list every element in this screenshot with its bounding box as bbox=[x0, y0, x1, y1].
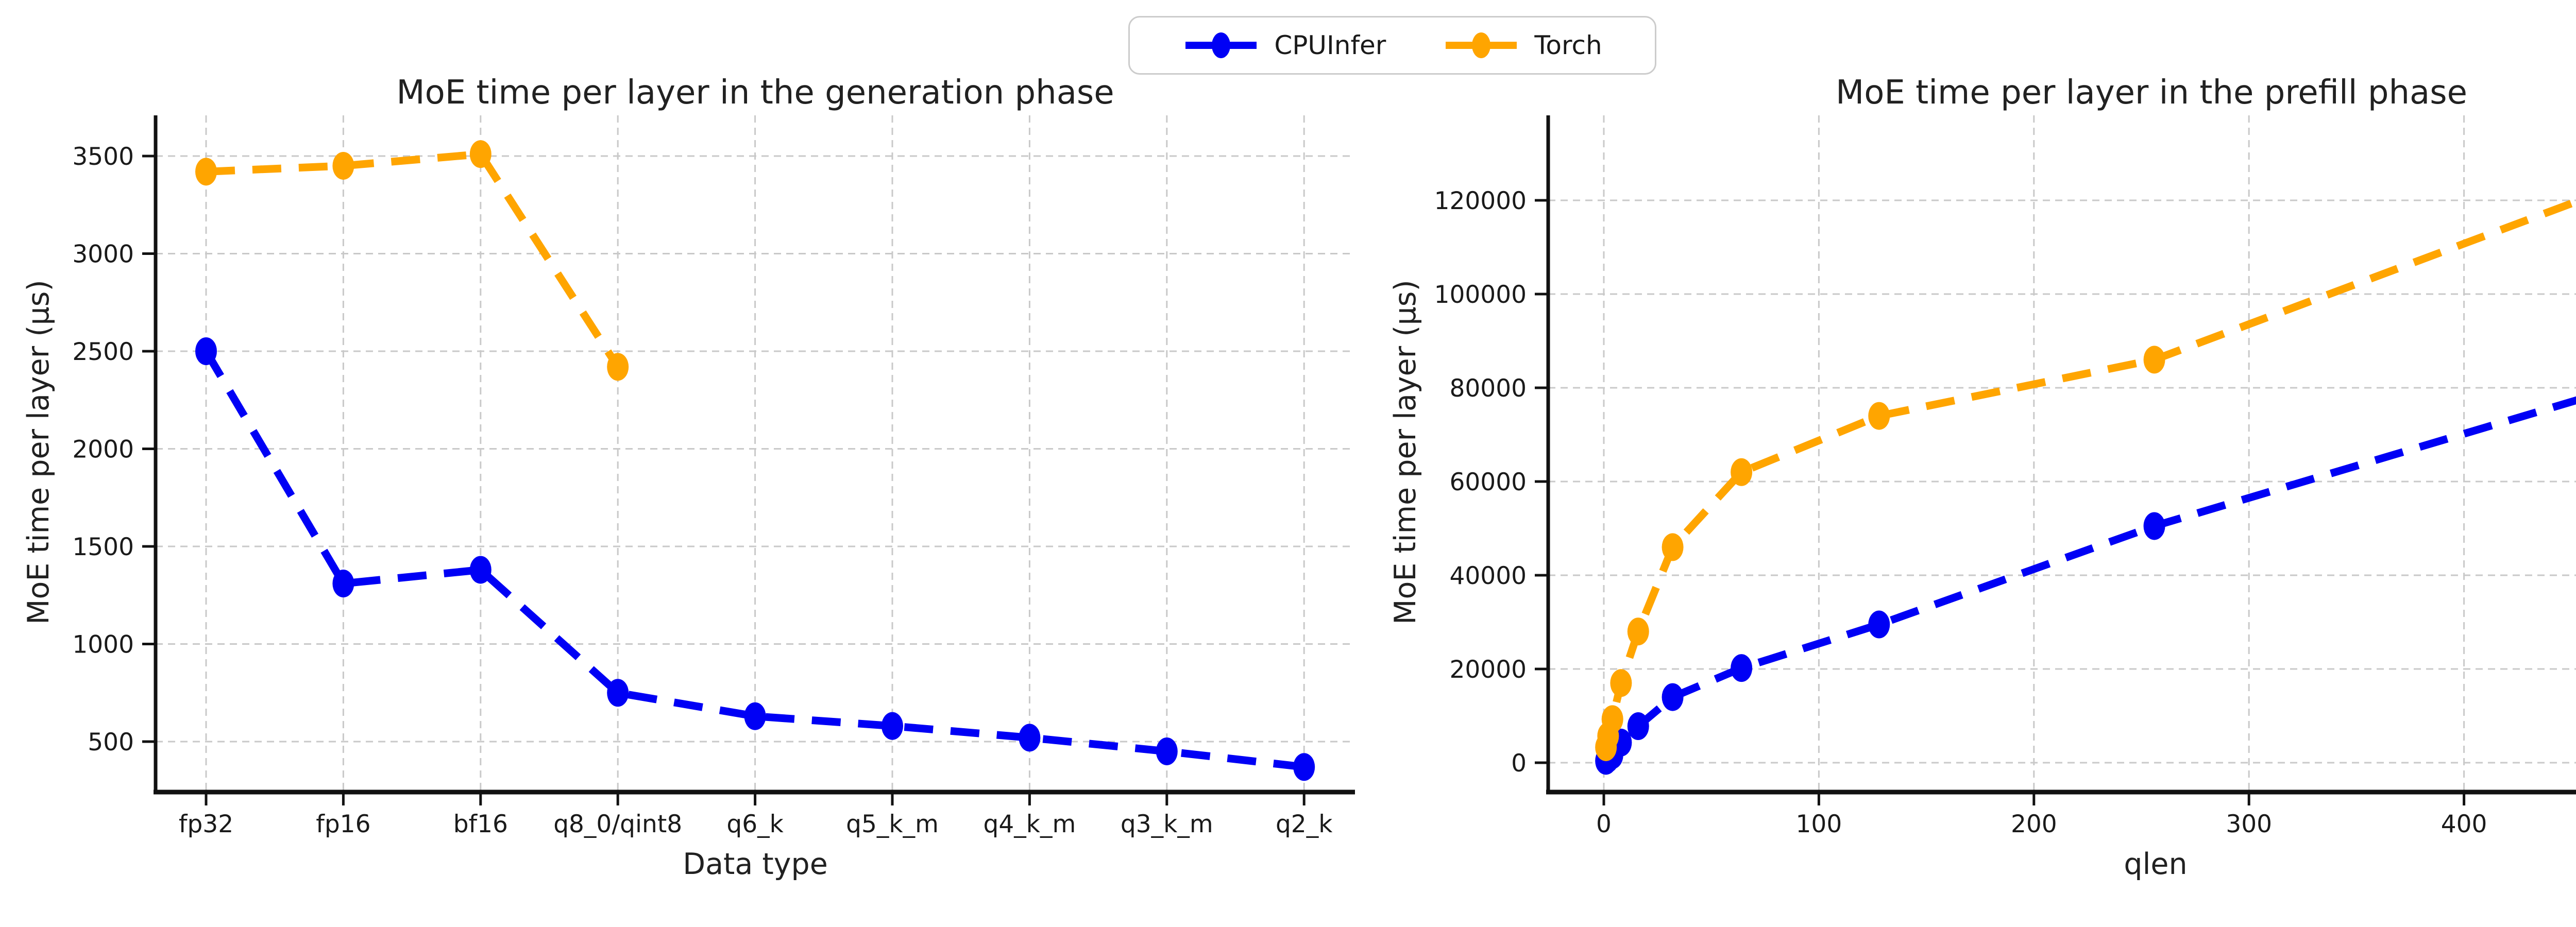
data-point-marker-cpuinfer bbox=[1868, 610, 1890, 639]
data-point-marker-cpuinfer bbox=[332, 570, 354, 598]
legend-item-torch: Torch bbox=[1443, 27, 1602, 63]
y-tick-label: 3000 bbox=[72, 241, 134, 269]
y-tick-label: 20000 bbox=[1449, 656, 1527, 684]
y-tick-label: 1000 bbox=[72, 631, 134, 659]
data-point-marker-cpuinfer bbox=[607, 679, 629, 707]
legend: CPUInfer Torch bbox=[1128, 16, 1656, 75]
y-tick-label: 40000 bbox=[1449, 562, 1527, 590]
y-tick-label: 80000 bbox=[1449, 374, 1527, 403]
data-point-marker-cpuinfer bbox=[2143, 512, 2165, 540]
legend-marker-torch-icon bbox=[1446, 32, 1517, 58]
y-tick-label: 60000 bbox=[1449, 468, 1527, 496]
chart-title-prefill: MoE time per layer in the prefill phase bbox=[1836, 74, 2467, 112]
x-tick-label: q5_k_m bbox=[846, 810, 939, 838]
series-line-torch bbox=[206, 150, 621, 369]
data-point-marker-cpuinfer bbox=[1627, 712, 1649, 741]
data-point-marker-torch bbox=[469, 140, 492, 168]
y-tick-label: 500 bbox=[88, 728, 134, 757]
y-tick-label: 1500 bbox=[72, 533, 134, 561]
x-tick-label: 200 bbox=[2011, 810, 2057, 838]
chart-title-generation: MoE time per layer in the generation pha… bbox=[396, 74, 1114, 112]
legend-marker-cpuinfer-icon bbox=[1185, 32, 1257, 58]
legend-label-torch: Torch bbox=[1534, 30, 1602, 60]
y-axis-label-prefill: MoE time per layer (µs) bbox=[1388, 280, 1422, 625]
legend-label-cpuinfer: CPUInfer bbox=[1274, 30, 1386, 60]
series-line-torch bbox=[1602, 197, 2576, 748]
y-tick-label: 100000 bbox=[1434, 281, 1527, 309]
x-axis-label-prefill: qlen bbox=[2124, 847, 2188, 881]
data-point-marker-cpuinfer bbox=[1662, 683, 1684, 711]
y-axis-label-generation: MoE time per layer (µs) bbox=[22, 280, 56, 625]
data-point-marker-torch bbox=[1627, 617, 1649, 646]
x-tick-label: 0 bbox=[1596, 810, 1612, 838]
series-line-cpuinfer bbox=[1603, 396, 2576, 764]
data-point-marker-torch bbox=[1610, 669, 1632, 697]
x-tick-label: q8_0/qint8 bbox=[553, 810, 682, 838]
data-point-marker-cpuinfer bbox=[1156, 737, 1178, 765]
data-point-marker-torch bbox=[1601, 705, 1623, 733]
x-tick-label: fp32 bbox=[179, 810, 233, 838]
data-point-marker-cpuinfer bbox=[469, 556, 492, 584]
x-tick-label: bf16 bbox=[453, 810, 508, 838]
data-point-marker-cpuinfer bbox=[1019, 724, 1041, 752]
data-point-marker-cpuinfer bbox=[744, 702, 766, 730]
y-tick-label: 3500 bbox=[72, 143, 134, 171]
x-tick-label: q2_k bbox=[1276, 810, 1333, 838]
x-axis-label-generation: Data type bbox=[683, 847, 828, 881]
x-tick-label: q6_k bbox=[726, 810, 784, 838]
legend-item-cpuinfer: CPUInfer bbox=[1182, 27, 1386, 63]
y-tick-label: 2500 bbox=[72, 338, 134, 366]
data-point-marker-cpuinfer bbox=[195, 337, 217, 365]
x-tick-label: q4_k_m bbox=[984, 810, 1076, 838]
x-tick-label: q3_k_m bbox=[1121, 810, 1213, 838]
y-tick-label: 2000 bbox=[72, 436, 134, 464]
x-tick-label: 400 bbox=[2441, 810, 2487, 838]
data-point-marker-torch bbox=[607, 353, 629, 381]
x-tick-label: 300 bbox=[2226, 810, 2272, 838]
data-point-marker-torch bbox=[2143, 346, 2165, 374]
data-point-marker-cpuinfer bbox=[882, 712, 903, 740]
data-point-marker-cpuinfer bbox=[1731, 654, 1753, 682]
data-point-marker-torch bbox=[1731, 458, 1753, 486]
y-tick-label: 120000 bbox=[1434, 187, 1527, 215]
data-point-marker-torch bbox=[195, 158, 217, 186]
data-point-marker-torch bbox=[1868, 402, 1890, 430]
data-point-marker-torch bbox=[332, 151, 354, 180]
x-tick-label: fp16 bbox=[316, 810, 370, 838]
x-tick-label: 100 bbox=[1796, 810, 1842, 838]
y-tick-label: 0 bbox=[1511, 749, 1527, 778]
data-point-marker-torch bbox=[1662, 533, 1684, 561]
data-point-marker-cpuinfer bbox=[1293, 753, 1315, 781]
